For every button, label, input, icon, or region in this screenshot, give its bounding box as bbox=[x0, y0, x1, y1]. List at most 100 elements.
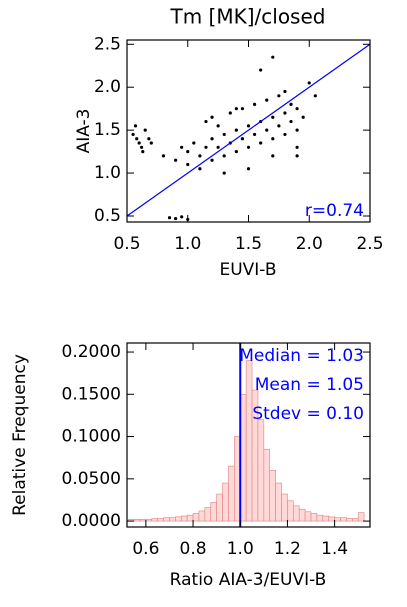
bar bbox=[310, 513, 318, 522]
annotation: Median = 1.03 bbox=[239, 346, 364, 366]
point bbox=[198, 167, 202, 171]
bar bbox=[151, 518, 158, 522]
point bbox=[265, 98, 269, 102]
bar bbox=[133, 519, 141, 522]
point bbox=[234, 150, 238, 154]
point bbox=[133, 124, 138, 128]
x-tick-label: 0.6 bbox=[132, 539, 159, 559]
point bbox=[246, 145, 251, 149]
y-tick-label: 0.1500 bbox=[62, 384, 121, 404]
point bbox=[198, 154, 202, 158]
bar bbox=[198, 510, 206, 522]
point bbox=[222, 132, 226, 137]
point bbox=[277, 94, 281, 98]
bar bbox=[222, 482, 229, 522]
bar bbox=[145, 519, 153, 522]
point bbox=[228, 111, 232, 115]
point bbox=[259, 68, 263, 72]
y-tick-label: 2.5 bbox=[94, 34, 121, 54]
bar bbox=[169, 517, 176, 522]
y-tick-label: 1.5 bbox=[94, 120, 121, 140]
point bbox=[271, 115, 275, 119]
bar bbox=[192, 513, 200, 522]
point bbox=[246, 124, 251, 128]
bar bbox=[346, 518, 353, 522]
bar bbox=[340, 517, 347, 522]
point bbox=[277, 124, 281, 128]
x-axis-label: EUVI-B bbox=[219, 260, 276, 280]
point bbox=[143, 128, 147, 132]
point bbox=[204, 119, 208, 124]
point bbox=[147, 137, 151, 141]
x-tick-label: 1.4 bbox=[321, 539, 348, 559]
x-tick-label: 2.5 bbox=[356, 234, 383, 254]
bar bbox=[245, 360, 253, 522]
reference-line bbox=[126, 43, 371, 217]
bar bbox=[157, 518, 164, 522]
point bbox=[283, 132, 287, 137]
point bbox=[135, 137, 139, 141]
y-tick-label: 2.0 bbox=[94, 77, 121, 97]
point bbox=[240, 107, 245, 111]
bar bbox=[322, 515, 330, 522]
bar bbox=[357, 512, 365, 522]
x-tick-label: 0.8 bbox=[180, 539, 207, 559]
bar bbox=[269, 470, 276, 522]
point bbox=[174, 158, 178, 162]
point bbox=[149, 141, 153, 145]
annotation: Stdev = 0.10 bbox=[252, 404, 364, 424]
point bbox=[283, 111, 287, 115]
point bbox=[210, 115, 214, 119]
point bbox=[313, 94, 317, 98]
point bbox=[301, 115, 305, 119]
point bbox=[295, 154, 299, 158]
bar bbox=[139, 519, 147, 522]
bar bbox=[186, 514, 194, 522]
bar bbox=[316, 514, 324, 522]
y-axis-label: Relative Frequency bbox=[10, 354, 30, 516]
plot-frame bbox=[126, 342, 371, 528]
point bbox=[234, 107, 238, 111]
point bbox=[180, 215, 184, 219]
point bbox=[252, 132, 257, 137]
bar bbox=[304, 511, 312, 522]
point bbox=[295, 128, 299, 132]
point bbox=[186, 150, 190, 154]
bar bbox=[216, 493, 223, 522]
bar bbox=[228, 465, 235, 522]
point bbox=[289, 119, 293, 124]
point bbox=[295, 107, 299, 111]
x-tick-label: 1.2 bbox=[274, 539, 301, 559]
point bbox=[139, 145, 144, 149]
point bbox=[210, 137, 214, 141]
point bbox=[137, 141, 141, 145]
y-tick-label: 0.2000 bbox=[62, 342, 121, 362]
point bbox=[210, 158, 214, 162]
x-tick-label: 1.0 bbox=[174, 234, 201, 254]
bar bbox=[287, 500, 294, 522]
point bbox=[271, 55, 275, 59]
bar bbox=[257, 419, 265, 522]
point bbox=[259, 141, 263, 145]
x-tick-label: 0.5 bbox=[113, 234, 140, 254]
bar bbox=[293, 505, 300, 522]
point bbox=[131, 132, 135, 137]
point bbox=[271, 137, 275, 141]
bar bbox=[334, 517, 341, 522]
bar bbox=[175, 516, 182, 522]
plot-frame bbox=[126, 39, 371, 223]
y-tick-label: 1.0 bbox=[94, 163, 121, 183]
point bbox=[216, 124, 220, 128]
bar bbox=[281, 493, 288, 522]
y-tick-label: 0.1000 bbox=[62, 427, 121, 447]
bar bbox=[180, 515, 188, 522]
bar bbox=[352, 518, 359, 522]
point bbox=[271, 154, 275, 158]
point bbox=[222, 171, 226, 175]
bar bbox=[298, 508, 306, 522]
y-tick-label: 0.0500 bbox=[62, 469, 121, 489]
point bbox=[240, 137, 245, 141]
bar bbox=[263, 448, 271, 522]
point bbox=[283, 89, 287, 94]
